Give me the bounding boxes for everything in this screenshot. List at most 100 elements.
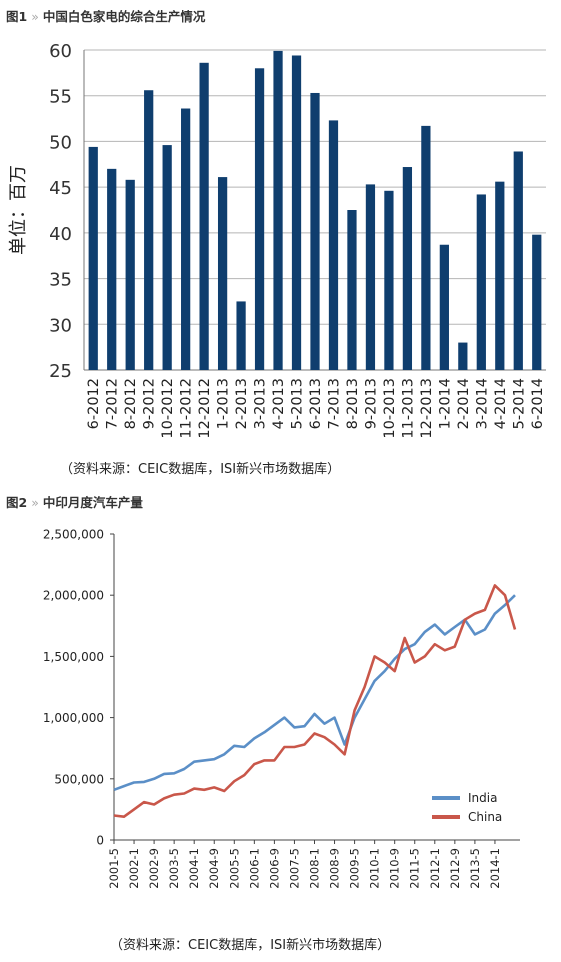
bar (310, 92, 320, 370)
x-tick-label: 11-2013 (400, 378, 416, 439)
x-tick-label: 4-2014 (493, 378, 509, 429)
x-tick-label: 2008-9 (328, 848, 342, 889)
figure2-title-text: 中印月度汽车产量 (42, 495, 143, 510)
bar (328, 120, 339, 371)
x-tick-label: 11-2012 (179, 378, 195, 439)
x-tick-label: 2008-1 (307, 848, 321, 889)
x-tick-label: 2006-1 (247, 848, 261, 889)
legend-label: India (468, 791, 497, 805)
bar (254, 68, 265, 371)
figure1-title-text: 中国白色家电的综合生产情况 (42, 9, 206, 24)
x-tick-label: 2004-1 (187, 848, 201, 889)
x-tick-label: 2001-5 (107, 848, 121, 889)
x-tick-label: 3-2013 (253, 378, 269, 429)
x-tick-label: 8-2012 (123, 378, 139, 429)
bar (236, 301, 246, 370)
x-tick-label: 2009-5 (348, 848, 362, 889)
x-tick-label: 7-2012 (105, 378, 121, 429)
x-tick-label: 6-2013 (308, 378, 324, 429)
figure1-label: 图1 (6, 9, 28, 24)
figure2-title: 图2» 中印月度汽车产量 (6, 492, 143, 511)
x-tick-label: 6-2012 (86, 378, 102, 429)
figure2-label: 图2 (6, 495, 28, 510)
series-line-china (113, 584, 517, 818)
bar (476, 194, 486, 370)
figure1-title: 图1» 中国白色家电的综合生产情况 (6, 6, 205, 25)
x-tick-label: 8-2013 (345, 378, 361, 429)
y-tick-label: 50 (49, 132, 72, 153)
x-tick-label: 2003-5 (167, 848, 181, 889)
x-tick-label: 6-2014 (530, 378, 546, 429)
y-tick-label: 60 (49, 41, 72, 62)
bar (291, 55, 302, 370)
bar (125, 179, 135, 370)
y-tick-label: 55 (49, 87, 72, 108)
x-tick-label: 2-2014 (456, 378, 472, 429)
x-tick-label: 10-2013 (382, 378, 398, 439)
x-tick-label: 10-2012 (160, 378, 176, 439)
y-tick-label: 2,500,000 (43, 528, 104, 542)
bar (513, 151, 523, 370)
bar (107, 168, 117, 370)
x-tick-label: 2006-9 (267, 848, 281, 889)
bar (495, 181, 505, 370)
bar (458, 342, 468, 370)
y-tick-label: 1,000,000 (43, 711, 104, 725)
figure1-separator: » (31, 9, 39, 24)
bar (181, 108, 191, 370)
x-tick-label: 2004-9 (207, 848, 221, 889)
bar (88, 146, 98, 370)
bar (384, 190, 394, 370)
y-tick-label: 500,000 (54, 772, 104, 786)
figure2-separator: » (31, 495, 39, 510)
x-tick-label: 1-2014 (437, 378, 453, 429)
x-tick-label: 2014-1 (488, 848, 502, 889)
x-tick-label: 2005-5 (227, 848, 241, 889)
y-tick-label: 40 (49, 224, 72, 245)
x-tick-label: 9-2013 (363, 378, 379, 429)
x-tick-label: 3-2014 (474, 378, 490, 429)
y-tick-label: 35 (49, 270, 72, 291)
x-tick-label: 12-2012 (197, 378, 213, 439)
bar (365, 184, 376, 370)
y-tick-label: 25 (49, 361, 72, 382)
y-tick-label: 0 (96, 834, 104, 848)
x-tick-label: 2010-9 (388, 848, 402, 889)
bar (144, 90, 154, 370)
x-tick-label: 2-2013 (234, 378, 250, 429)
y-tick-label: 2,000,000 (43, 589, 104, 603)
x-tick-label: 4-2013 (271, 378, 287, 429)
bar (347, 210, 357, 370)
y-tick-label: 30 (49, 315, 72, 336)
y-axis-label: 单位：百万 (8, 165, 29, 255)
x-tick-label: 5-2013 (290, 378, 306, 429)
bar (162, 145, 172, 370)
bar (402, 167, 413, 370)
bar (532, 234, 542, 370)
white-goods-bar-chart: 25 30 35 40 45 50 55 60 6-2012 7-2012 8-2012 9-2012… (8, 41, 546, 439)
bar (421, 125, 431, 370)
x-tick-label: 1-2013 (216, 378, 232, 429)
x-tick-label: 2013-5 (468, 848, 482, 889)
bar (439, 244, 449, 370)
x-tick-label: 9-2012 (142, 378, 158, 429)
x-tick-label: 2012-9 (448, 848, 462, 889)
x-tick-label: 7-2013 (326, 378, 342, 429)
auto-production-line-chart: 0 500,000 1,000,000 1,500,000 2,000,000 2,500… (43, 528, 520, 889)
y-tick-label: 1,500,000 (43, 650, 104, 664)
x-tick-label: 12-2013 (419, 378, 435, 439)
figure2-source: （资料来源：CEIC数据库，ISI新兴市场数据库） (110, 938, 391, 953)
figure1-source: （资料来源：CEIC数据库，ISI新兴市场数据库） (60, 462, 341, 477)
x-tick-label: 5-2014 (511, 378, 527, 429)
x-tick-label: 2010-1 (368, 848, 382, 889)
series-line-india (113, 594, 516, 792)
legend-label: China (468, 810, 502, 824)
bar (199, 62, 209, 371)
x-tick-label: 2011-5 (408, 848, 422, 889)
x-tick-label: 2002-1 (127, 848, 141, 889)
bar (273, 50, 283, 371)
x-tick-label: 2007-5 (287, 848, 301, 889)
x-tick-label: 2002-9 (147, 848, 161, 889)
y-tick-label: 45 (49, 178, 72, 199)
x-tick-label: 2012-1 (428, 848, 442, 889)
